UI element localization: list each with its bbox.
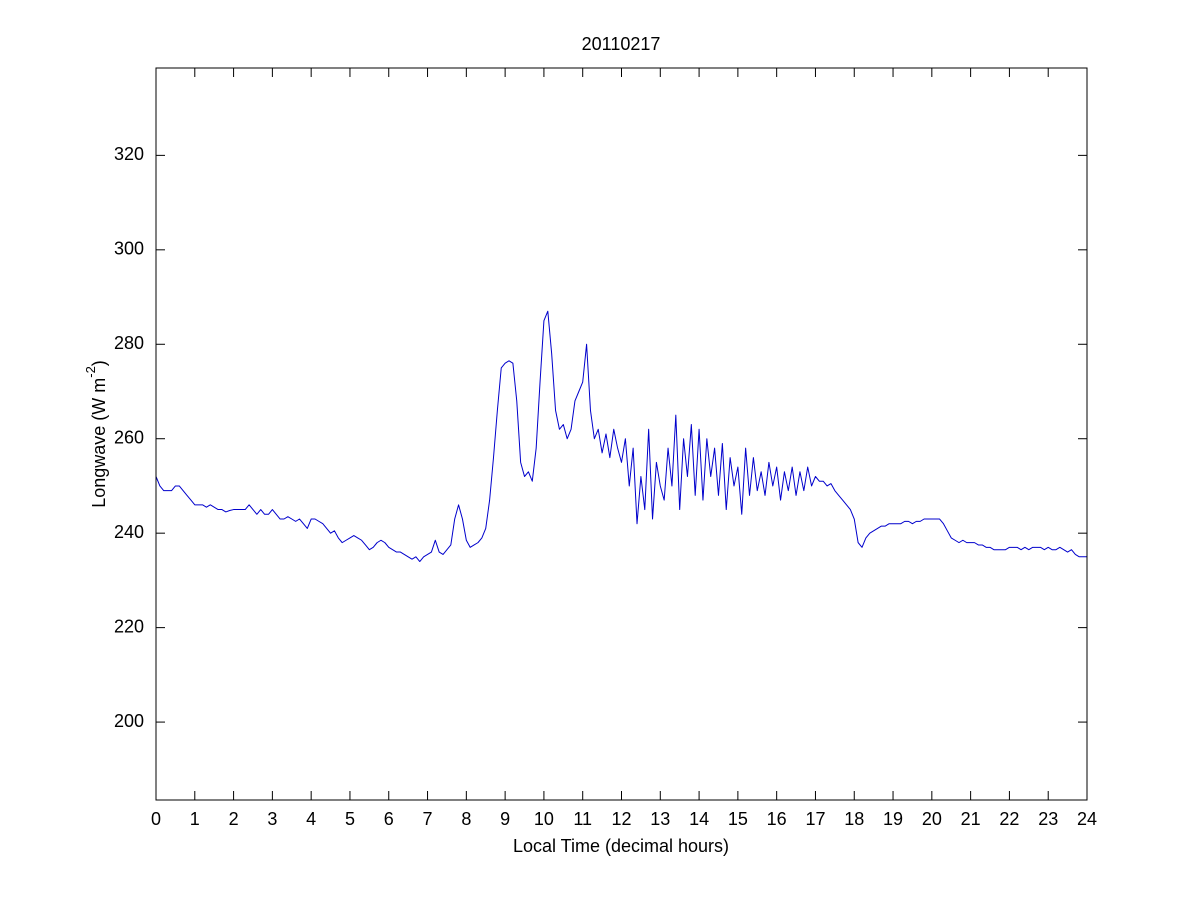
y-tick-label: 220 bbox=[114, 616, 144, 636]
x-tick-label: 20 bbox=[922, 809, 942, 829]
y-label-text: Longwave (W m bbox=[89, 378, 109, 508]
x-tick-label: 6 bbox=[384, 809, 394, 829]
x-tick-label: 5 bbox=[345, 809, 355, 829]
x-tick-label: 24 bbox=[1077, 809, 1097, 829]
x-tick-label: 22 bbox=[999, 809, 1019, 829]
x-tick-label: 9 bbox=[500, 809, 510, 829]
x-tick-label: 10 bbox=[534, 809, 554, 829]
x-tick-label: 16 bbox=[767, 809, 787, 829]
data-line bbox=[155, 310, 1087, 563]
x-axis-label: Local Time (decimal hours) bbox=[513, 836, 729, 856]
y-tick-label: 320 bbox=[114, 144, 144, 164]
x-tick-label: 19 bbox=[883, 809, 903, 829]
y-label-text-end: ) bbox=[89, 360, 109, 366]
x-tick-label: 12 bbox=[611, 809, 631, 829]
x-tick-label: 0 bbox=[151, 809, 161, 829]
y-tick-label: 300 bbox=[114, 239, 144, 259]
y-tick-label: 260 bbox=[114, 427, 144, 447]
x-tick-label: 2 bbox=[229, 809, 239, 829]
x-tick-label: 4 bbox=[306, 809, 316, 829]
y-axis-label: Longwave (W m-2) bbox=[83, 360, 108, 508]
x-tick-label: 18 bbox=[844, 809, 864, 829]
y-tick-label: 240 bbox=[114, 522, 144, 542]
x-tick-label: 11 bbox=[573, 809, 592, 829]
plot-area bbox=[156, 68, 1087, 800]
y-tick-label: 200 bbox=[114, 711, 144, 731]
x-tick-label: 14 bbox=[689, 809, 709, 829]
x-tick-label: 3 bbox=[267, 809, 277, 829]
x-tick-label: 8 bbox=[461, 809, 471, 829]
x-tick-label: 17 bbox=[805, 809, 825, 829]
y-label-exponent: -2 bbox=[83, 366, 98, 378]
plot-frame bbox=[155, 67, 1088, 801]
x-tick-label: 21 bbox=[961, 809, 981, 829]
x-tick-label: 1 bbox=[190, 809, 200, 829]
x-tick-label: 15 bbox=[728, 809, 748, 829]
y-tick-label: 280 bbox=[114, 333, 144, 353]
x-tick-label: 7 bbox=[423, 809, 433, 829]
chart-title: 20110217 bbox=[582, 34, 661, 54]
x-tick-label: 13 bbox=[650, 809, 670, 829]
x-tick-label: 23 bbox=[1038, 809, 1058, 829]
